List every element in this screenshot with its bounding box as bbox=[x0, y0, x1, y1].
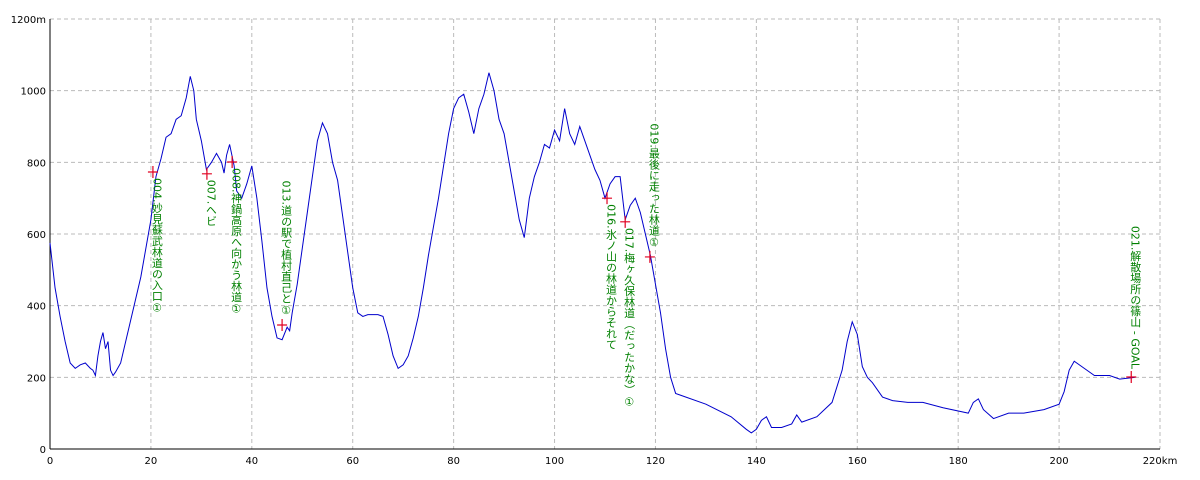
x-tick-label: 160 bbox=[848, 456, 867, 467]
x-tick-label: 40 bbox=[245, 456, 258, 467]
waypoint-label: 007.ヘビ bbox=[204, 180, 217, 227]
x-tick-label: 220km bbox=[1143, 456, 1178, 467]
waypoint-marker bbox=[277, 319, 288, 332]
y-tick-label: 200 bbox=[27, 373, 46, 384]
waypoint-marker bbox=[1126, 370, 1137, 383]
x-tick-label: 20 bbox=[145, 456, 158, 467]
elevation-line bbox=[49, 72, 1135, 434]
x-tick-label: 0 bbox=[47, 456, 53, 467]
waypoint-label: 004.妙見蘇武林道の入口① bbox=[150, 178, 163, 315]
waypoint-label: 008.神鍋高原へ向かう林道① bbox=[230, 168, 243, 316]
y-tick-label: 1000 bbox=[21, 87, 46, 98]
y-tick-label: 0 bbox=[40, 445, 46, 456]
waypoint-label: 021.解散場所の篠山 - GOAL bbox=[1129, 226, 1142, 370]
waypoint-marker bbox=[147, 166, 158, 179]
y-tick-label: 1200m bbox=[11, 15, 46, 26]
waypoint-marker bbox=[620, 215, 631, 228]
y-tick-label: 600 bbox=[27, 230, 46, 241]
waypoint-label: 013.道の駅で植村直己と① bbox=[280, 181, 293, 318]
waypoint-marker bbox=[201, 167, 212, 180]
y-tick-label: 800 bbox=[27, 158, 46, 169]
waypoint-label: 016.氷ノ山の林道からそれて bbox=[605, 204, 618, 350]
waypoint-label: 017.梅ヶ久保林道（だったかな）① bbox=[623, 228, 636, 408]
waypoint-marker bbox=[644, 250, 655, 263]
x-tick-label: 100 bbox=[545, 456, 564, 467]
x-tick-label: 120 bbox=[646, 456, 665, 467]
x-tick-label: 60 bbox=[346, 456, 359, 467]
waypoint-label: 019.最後に走った林道① bbox=[647, 123, 660, 249]
y-tick-label: 400 bbox=[27, 302, 46, 313]
waypoint-marker bbox=[227, 155, 238, 168]
waypoint-marker bbox=[602, 192, 613, 205]
x-tick-label: 200 bbox=[1050, 456, 1069, 467]
x-tick-label: 140 bbox=[747, 456, 766, 467]
x-tick-label: 180 bbox=[949, 456, 968, 467]
x-tick-label: 80 bbox=[447, 456, 460, 467]
